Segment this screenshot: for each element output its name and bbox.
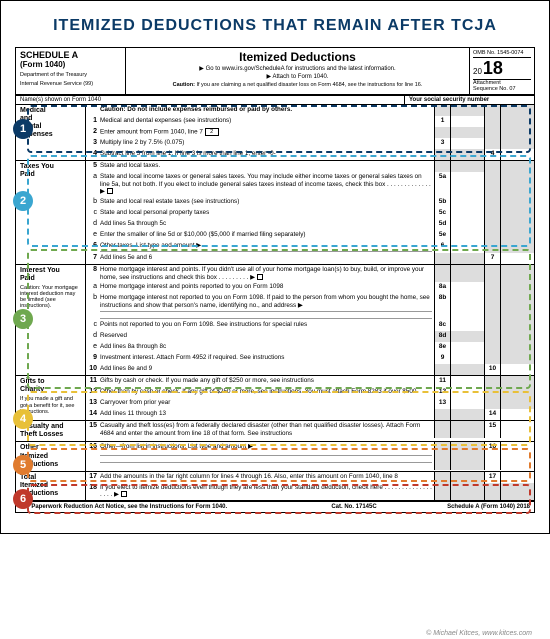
line-5b: State and local real estate taxes (see i… [100, 197, 434, 208]
line-8d: Reserved [100, 331, 434, 342]
line-11: Gifts by cash or check. If you made any … [100, 376, 434, 387]
section-medical: Medical and Dental Expenses Caution: Do … [15, 105, 535, 161]
section-other: Other Itemized Deductions 16Other—from l… [15, 442, 535, 471]
dept-1: Department of the Treasury [20, 72, 121, 78]
line-9: Investment interest. Attach Form 4952 if… [100, 353, 434, 364]
omb: OMB No. 1545-0074 [473, 50, 531, 58]
header-caution: Caution: Caution: If you are claiming a … [130, 82, 465, 88]
form-footer: For Paperwork Reduction Act Notice, see … [15, 500, 535, 513]
line-17: Add the amounts in the far right column … [100, 472, 434, 483]
line-15: Casualty and theft loss(es) from a feder… [100, 421, 434, 438]
schedule-label: SCHEDULE A [20, 50, 121, 60]
line-8: Home mortgage interest and points. If yo… [100, 265, 434, 282]
section-interest: Interest You PaidCaution: Your mortgage … [15, 265, 535, 376]
line-6: Other taxes. List type and amount ▶ [100, 241, 434, 254]
section-gifts: Gifts to CharityIf you made a gift and g… [15, 376, 535, 421]
highlight-badge-1: 1 [13, 119, 33, 139]
section-casualty: Casualty and Theft Losses 15Casualty and… [15, 421, 535, 442]
line-7: Add lines 5e and 6 [100, 253, 434, 264]
seq2: Sequence No. 07 [473, 86, 531, 92]
form-title: Itemized Deductions [130, 50, 465, 64]
line-5: State and local taxes. [100, 161, 434, 172]
dept-2: Internal Revenue Service (99) [20, 81, 121, 87]
footer-left: For Paperwork Reduction Act Notice, see … [16, 502, 304, 512]
line-18: If you elect to itemize deductions even … [100, 483, 434, 500]
highlight-badge-2: 2 [13, 191, 33, 211]
medical-caution: Caution: Do not include expenses reimbur… [100, 106, 292, 113]
line-5d: Add lines 5a through 5c [100, 219, 434, 230]
credit: © Michael Kitces, www.kitces.com [426, 630, 532, 637]
line-8b: Home mortgage interest not reported to y… [100, 293, 434, 320]
line-14: Add lines 11 through 13 [100, 409, 434, 420]
names-row: Name(s) shown on Form 1040 Your social s… [15, 96, 535, 105]
line-8a: Home mortgage interest and points report… [100, 282, 434, 293]
line-5c: State and local personal property taxes [100, 208, 434, 219]
page-title: ITEMIZED DEDUCTIONS THAT REMAIN AFTER TC… [15, 17, 535, 35]
line-3: Multiply line 2 by 7.5% (0.075) [100, 138, 434, 149]
year: 18 [483, 58, 503, 79]
ssn-label: Your social security number [404, 96, 534, 104]
line-16: Other—from list in instructions. List ty… [100, 442, 434, 470]
year-prefix: 20 [473, 67, 482, 76]
form-schedule-a: SCHEDULE A (Form 1040) Department of the… [15, 47, 535, 513]
line-4: Subtract line 3 from line 1. If line 3 i… [100, 149, 434, 160]
taxes-label: Taxes You Paid [16, 161, 86, 264]
footer-right: Schedule A (Form 1040) 2018 [404, 502, 534, 512]
seq1: Attachment [473, 79, 531, 86]
line-5e: Enter the smaller of line 5d or $10,000 … [100, 230, 434, 241]
highlight-badge-6: 6 [13, 489, 33, 509]
footer-mid: Cat. No. 17145C [304, 502, 404, 512]
form-number: (Form 1040) [20, 60, 121, 69]
highlight-badge-5: 5 [13, 455, 33, 475]
section-taxes: Taxes You Paid 5State and local taxes. a… [15, 161, 535, 265]
highlight-badge-3: 3 [13, 309, 33, 329]
line-10: Add lines 8e and 9 [100, 364, 434, 375]
line-1: Medical and dental expenses (see instruc… [100, 116, 434, 127]
line-5a: State and local income taxes or general … [100, 172, 434, 197]
section-total: Total Itemized Deductions 17Add the amou… [15, 472, 535, 500]
line-2: Enter amount from Form 1040, line 7 2 [100, 127, 434, 138]
names-label: Name(s) shown on Form 1040 [16, 96, 404, 104]
line-8e: Add lines 8a through 8c [100, 342, 434, 353]
form-header: SCHEDULE A (Form 1040) Department of the… [15, 47, 535, 96]
line-8c: Points not reported to you on Form 1098.… [100, 320, 434, 331]
highlight-badge-4: 4 [13, 409, 33, 429]
goto-url: ▶ Go to www.irs.gov/ScheduleA for instru… [130, 65, 465, 72]
line-12: Other than by cash or check. If any gift… [100, 387, 434, 398]
line-13: Carryover from prior year [100, 398, 434, 409]
attach-note: ▶ Attach to Form 1040. [130, 73, 465, 80]
